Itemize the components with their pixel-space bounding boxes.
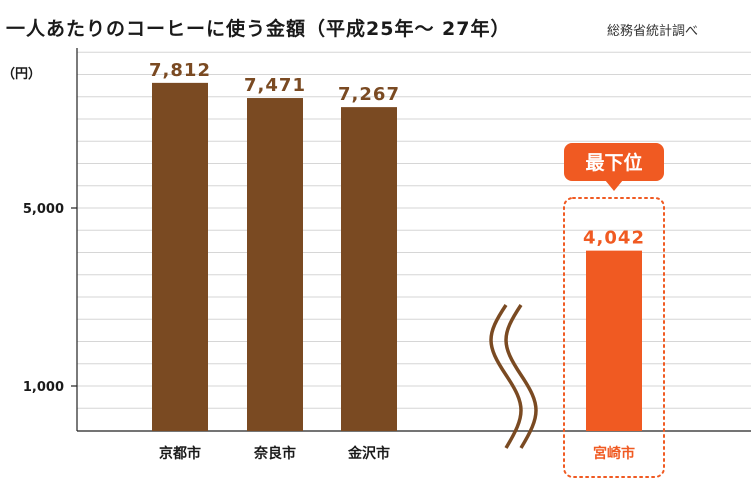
break-mark bbox=[504, 304, 538, 449]
bar bbox=[341, 107, 397, 431]
data-label: 7,267 bbox=[338, 84, 400, 105]
data-label: 4,042 bbox=[583, 228, 645, 249]
axis-break-marks bbox=[489, 304, 538, 449]
data-label: 7,812 bbox=[149, 60, 211, 81]
y-tick-label: 5,000 bbox=[23, 202, 64, 217]
y-axis-label: （円） bbox=[2, 66, 41, 82]
rank-badge-label: 最下位 bbox=[585, 151, 642, 174]
bar bbox=[152, 82, 208, 431]
category-label: 奈良市 bbox=[253, 445, 296, 462]
data-label: 7,471 bbox=[244, 75, 306, 96]
bar bbox=[247, 98, 303, 431]
chart-title: 一人あたりのコーヒーに使う金額（平成25年〜 27年） bbox=[6, 18, 511, 40]
rank-badge bbox=[564, 143, 664, 181]
bar bbox=[586, 250, 642, 431]
highlight-frame bbox=[563, 197, 665, 478]
source-note: 総務省統計調べ bbox=[607, 24, 699, 39]
break-mark bbox=[489, 304, 523, 449]
highlight-group: 最下位 bbox=[563, 143, 665, 478]
y-tick-labels: 1,000 5,000 bbox=[23, 202, 77, 395]
category-label: 金沢市 bbox=[347, 445, 390, 462]
category-label: 京都市 bbox=[159, 445, 201, 462]
bars: 7,812 京都市 7,471 奈良市 7,267 金沢市 4,042 宮崎市 bbox=[149, 60, 645, 462]
rank-badge-pointer bbox=[605, 180, 623, 191]
y-tick-label: 1,000 bbox=[23, 380, 64, 395]
category-label: 宮崎市 bbox=[593, 445, 635, 462]
